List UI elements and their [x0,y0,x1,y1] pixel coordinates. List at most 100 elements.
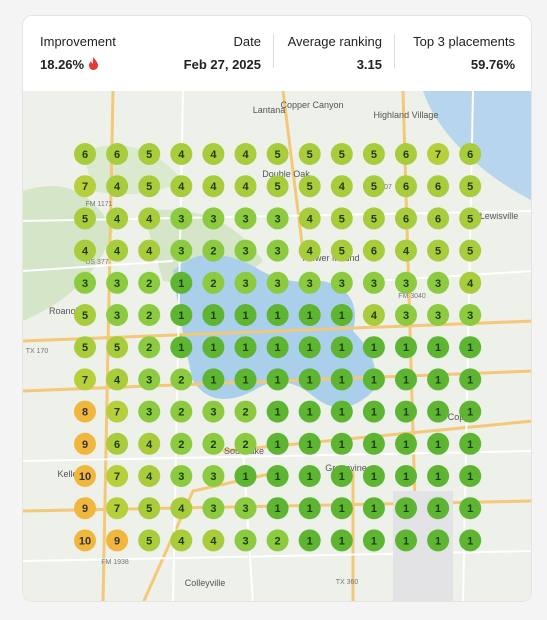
rank-label: 2 [210,246,216,258]
rank-dot [362,529,385,552]
rank-dot [170,336,193,359]
rank-label: 1 [339,407,345,419]
rank-dot [202,304,225,326]
rank-dot [106,465,129,487]
rank-label: 1 [467,471,473,483]
rank-dot [138,304,161,326]
rank-dot [74,336,96,359]
rank-dot [362,465,385,487]
rank-dot [427,304,450,326]
rank-dot [106,143,129,165]
rank-label: 7 [82,181,88,193]
rank-dot [362,304,385,326]
rank-label: 1 [371,471,377,483]
map-label: Lantana [253,105,286,115]
rank-label: 3 [114,310,120,322]
rank-dot [74,529,96,552]
rank-dot [202,368,225,391]
rank-label: 1 [403,535,409,547]
rank-label: 1 [339,535,345,547]
rank-label: 4 [242,181,249,193]
rank-label: 2 [178,439,184,451]
rank-dot [106,304,129,326]
stat-label: Date [233,34,261,49]
rank-dot [298,529,321,552]
rank-label: 1 [467,503,473,515]
rank-dot [138,207,161,230]
rank-dot [234,304,257,326]
rank-dot [234,336,257,359]
rank-label: 1 [339,503,345,515]
rank-dot [234,239,257,262]
rank-dot [395,529,417,552]
rank-dot [427,207,450,230]
rank-label: 7 [114,407,120,419]
rank-dot [459,239,482,262]
rank-dot [74,239,96,262]
rank-label: 9 [82,503,88,515]
rank-dot [202,207,225,230]
rank-label: 2 [146,310,152,322]
rank-dot [106,175,129,198]
rank-dot [138,143,161,165]
rank-label: 1 [403,407,409,419]
map-label: Colleyville [185,578,226,588]
rank-dot [138,175,161,198]
rank-label: 1 [275,407,281,419]
rank-label: 1 [275,439,281,451]
rank-label: 1 [307,310,313,322]
rank-label: 6 [435,181,441,193]
rank-dot [330,432,353,455]
stat-value: 59.76% [470,57,515,72]
rank-dot [362,239,385,262]
rank-dot [330,336,353,359]
rank-dot [170,497,193,520]
rank-dot [459,497,482,520]
rank-label: 1 [307,535,313,547]
rank-dot [459,432,482,455]
rank-label: 2 [210,278,216,290]
rank-label: 1 [435,471,441,483]
stat-value: Feb 27, 2025 [183,57,261,72]
rank-dot [395,239,417,262]
rank-dot [170,529,193,552]
rank-dot [298,368,321,391]
rank-label: 1 [435,342,441,354]
rank-dot [170,175,193,198]
rank-label: 1 [307,503,313,515]
rank-dot [459,400,482,423]
rank-label: 5 [146,181,152,193]
rank-label: 5 [467,181,473,193]
rank-dot [74,497,96,520]
rank-label: 1 [435,374,441,386]
rank-label: 4 [146,439,153,451]
rank-dot [170,207,193,230]
rank-label: 1 [178,342,184,354]
rank-dot [138,400,161,423]
rank-label: 6 [403,181,409,193]
map-label: Roanoke [49,306,85,316]
rank-dot [298,400,321,423]
rank-dot [106,400,129,423]
rank-dot [138,336,161,359]
rank-dot [330,239,353,262]
rank-dot [266,529,289,552]
rank-label: 5 [307,181,313,193]
rank-dot [106,239,129,262]
rank-dot [138,368,161,391]
rank-dot [427,239,450,262]
rank-label: 5 [307,149,313,161]
rank-label: 1 [403,439,409,451]
rank-label: 7 [114,471,120,483]
rank-dot [427,175,450,198]
rank-label: 2 [146,342,152,354]
rank-dot [170,143,193,165]
stats-bar: Improvement 18.26% Date Feb 27, 2025 Ave… [23,16,531,91]
rank-label: 3 [178,213,184,225]
rank-label: 3 [435,310,441,322]
rank-dot [202,497,225,520]
rank-label: 4 [210,535,217,547]
rank-dot [170,304,193,326]
